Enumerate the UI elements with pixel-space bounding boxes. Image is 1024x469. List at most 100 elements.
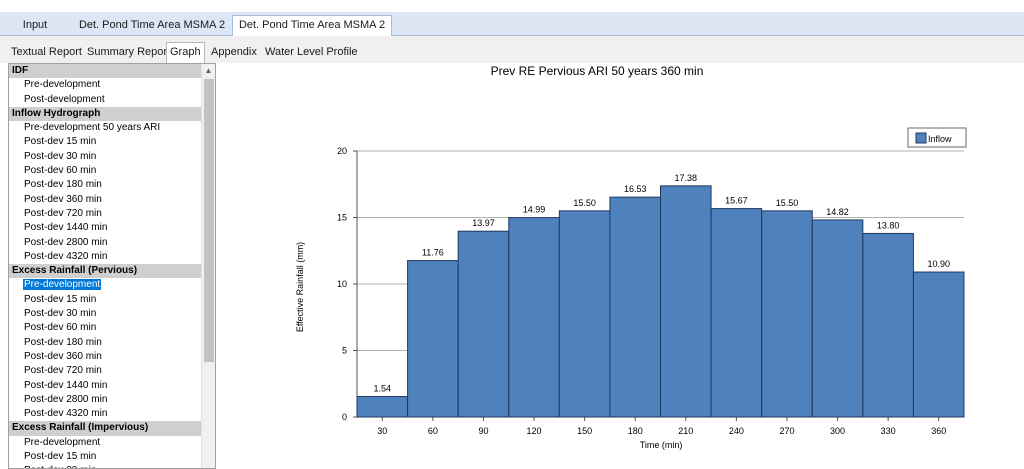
chart-area: Prev RE Pervious ARI 50 years 360 min Ef… bbox=[217, 63, 1024, 469]
tree-item[interactable]: Post-dev 720 min bbox=[9, 364, 202, 378]
x-tick-label: 360 bbox=[931, 426, 946, 436]
tree-item[interactable]: Post-dev 1440 min bbox=[9, 221, 202, 235]
tree-item[interactable]: Post-dev 15 min bbox=[9, 450, 202, 464]
tab-appendix[interactable]: Appendix bbox=[211, 46, 257, 58]
tree-item[interactable]: Post-dev 720 min bbox=[9, 207, 202, 221]
bar bbox=[407, 260, 459, 418]
tree-group-header[interactable]: Inflow Hydrograph bbox=[9, 106, 202, 122]
tree-item[interactable]: Post-dev 180 min bbox=[9, 178, 202, 192]
bar-data-label: 15.50 bbox=[573, 198, 596, 208]
bar bbox=[508, 217, 560, 418]
graph-tree: IDF Pre-development Post-development Inflow… bbox=[9, 64, 202, 468]
tree-item-label: Post-dev 2800 min bbox=[24, 236, 108, 248]
bar-data-label: 17.38 bbox=[675, 173, 698, 183]
tree-item-label: Post-dev 15 min bbox=[24, 293, 97, 305]
tree-item[interactable]: Post-dev 4320 min bbox=[9, 407, 202, 421]
bar bbox=[761, 210, 813, 418]
x-tick-label: 240 bbox=[729, 426, 744, 436]
tree-item[interactable]: Pre-development 50 years ARI bbox=[9, 121, 202, 135]
tree-item[interactable]: Post-dev 2800 min bbox=[9, 236, 202, 250]
tab-summary-report[interactable]: Summary Report bbox=[87, 46, 171, 58]
tree-item-label: Post-dev 180 min bbox=[24, 179, 102, 191]
tree-item-label: Post-dev 30 min bbox=[24, 150, 97, 162]
bar bbox=[558, 210, 611, 418]
tree-group-header[interactable]: Excess Rainfall (Impervious) bbox=[9, 421, 202, 436]
tab-graph[interactable]: Graph bbox=[166, 42, 205, 63]
bar bbox=[710, 208, 763, 418]
tree-item-label: Post-dev 180 min bbox=[24, 336, 102, 348]
tree-scrollbar[interactable]: ▲ bbox=[201, 64, 215, 468]
document-tab-bar: Input Det. Pond Time Area MSMA 2 Det. Po… bbox=[0, 12, 1024, 37]
tree-item[interactable]: Post-dev 1440 min bbox=[9, 379, 202, 393]
tree-item-label: Pre-development bbox=[24, 79, 101, 91]
x-tick-label: 330 bbox=[881, 426, 896, 436]
tree-item[interactable]: Post-dev 30 min bbox=[9, 464, 202, 468]
x-tick-label: 150 bbox=[577, 426, 592, 436]
tree-item-label: Post-dev 60 min bbox=[24, 165, 97, 177]
tree-item[interactable]: Post-dev 30 min bbox=[9, 150, 202, 164]
tree-item-label: Post-dev 4320 min bbox=[24, 250, 108, 262]
bar bbox=[660, 185, 712, 418]
tree-item[interactable]: Post-dev 180 min bbox=[9, 336, 202, 350]
tree-item[interactable]: Pre-development bbox=[9, 278, 202, 292]
tree-item[interactable]: Post-dev 15 min bbox=[9, 135, 202, 149]
tree-item[interactable]: Pre-development bbox=[9, 436, 202, 450]
tree-item[interactable]: Post-dev 60 min bbox=[9, 321, 202, 335]
x-tick-label: 180 bbox=[628, 426, 643, 436]
tree-item-label: Post-dev 15 min bbox=[24, 136, 97, 148]
tree-item[interactable]: Post-dev 4320 min bbox=[9, 250, 202, 264]
tree-item-label: Post-dev 1440 min bbox=[24, 379, 108, 391]
x-tick-label: 60 bbox=[428, 426, 438, 436]
tab-water-level-profile[interactable]: Water Level Profile bbox=[265, 46, 358, 58]
x-tick-label: 210 bbox=[678, 426, 693, 436]
tree-item-label: Post-dev 720 min bbox=[24, 365, 102, 377]
x-axis-label: Time (min) bbox=[640, 440, 683, 450]
tree-item-label: Post-dev 30 min bbox=[24, 308, 97, 320]
x-tick-label: 30 bbox=[377, 426, 387, 436]
legend-swatch bbox=[915, 132, 927, 144]
legend-entry-inflow: Inflow bbox=[928, 134, 952, 144]
tree-item[interactable]: Post-dev 360 min bbox=[9, 350, 202, 364]
graph-tree-panel: IDF Pre-development Post-development Inflow… bbox=[8, 63, 216, 469]
tree-item[interactable]: Post-dev 360 min bbox=[9, 193, 202, 207]
tree-item-label: Post-dev 60 min bbox=[24, 322, 97, 334]
tree-item-label: Pre-development 50 years ARI bbox=[24, 122, 161, 134]
y-tick-label: 10 bbox=[337, 279, 347, 289]
tree-item[interactable]: Post-dev 30 min bbox=[9, 307, 202, 321]
tree-item[interactable]: Post-dev 60 min bbox=[9, 164, 202, 178]
doc-tab-det-pond-1[interactable]: Det. Pond Time Area MSMA 2 bbox=[78, 19, 226, 31]
report-tab-bar: Textual Report Summary Report Graph Appe… bbox=[0, 36, 1024, 63]
doc-tab-input[interactable]: Input bbox=[22, 19, 48, 31]
y-tick-label: 20 bbox=[337, 146, 347, 156]
bar-data-label: 13.80 bbox=[877, 220, 900, 230]
bar bbox=[912, 271, 965, 418]
tree-item-label: Post-development bbox=[24, 93, 105, 105]
bar-data-label: 13.97 bbox=[472, 218, 495, 228]
bar-chart: Prev RE Pervious ARI 50 years 360 min Ef… bbox=[295, 64, 967, 450]
x-tick-label: 90 bbox=[478, 426, 488, 436]
chart-title: Prev RE Pervious ARI 50 years 360 min bbox=[491, 64, 704, 78]
scrollbar-thumb[interactable] bbox=[204, 79, 214, 362]
bar-data-label: 14.99 bbox=[523, 205, 546, 215]
tree-item-label: Post-dev 360 min bbox=[24, 193, 102, 205]
tree-item-label: Post-dev 360 min bbox=[24, 350, 102, 362]
tree-item[interactable]: Post-dev 2800 min bbox=[9, 393, 202, 407]
chart-legend: Inflow bbox=[907, 127, 967, 148]
bar-data-label: 11.76 bbox=[422, 248, 444, 258]
bar bbox=[862, 232, 914, 418]
tree-group-header[interactable]: Excess Rainfall (Pervious) bbox=[9, 264, 202, 279]
tab-textual-report[interactable]: Textual Report bbox=[11, 46, 82, 58]
tree-item[interactable]: Pre-development bbox=[9, 78, 202, 92]
tree-item[interactable]: Post-development bbox=[9, 93, 202, 107]
x-tick-label: 300 bbox=[830, 426, 845, 436]
tree-item-label: Post-dev 720 min bbox=[24, 207, 102, 219]
bar bbox=[609, 196, 661, 418]
tree-item[interactable]: Post-dev 15 min bbox=[9, 293, 202, 307]
bar bbox=[356, 396, 409, 418]
scroll-up-arrow-icon[interactable]: ▲ bbox=[204, 66, 213, 75]
y-axis-label: Effective Rainfall (mm) bbox=[295, 242, 305, 332]
tree-item-label: Post-dev 15 min bbox=[24, 451, 97, 463]
tree-group-header[interactable]: IDF bbox=[9, 64, 202, 79]
doc-tab-det-pond-2[interactable]: Det. Pond Time Area MSMA 2 bbox=[232, 15, 392, 37]
bar-data-label: 16.53 bbox=[624, 184, 647, 194]
